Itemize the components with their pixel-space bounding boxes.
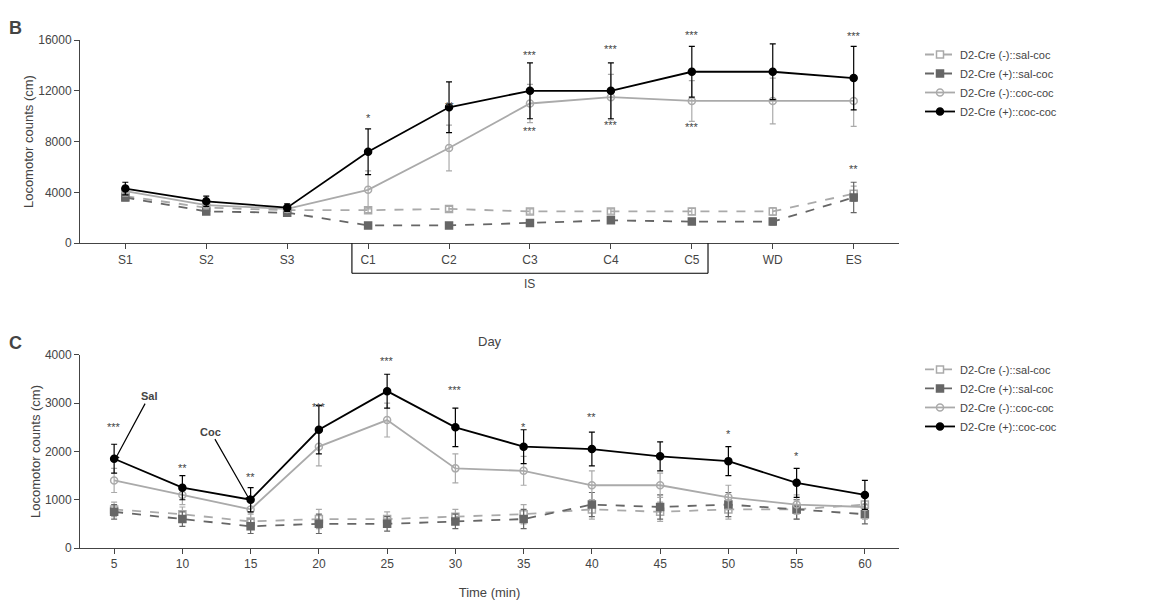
svg-text:*: * (366, 112, 371, 124)
svg-text:D2-Cre (+)::coc-coc: D2-Cre (+)::coc-coc (960, 106, 1057, 118)
svg-text:12000: 12000 (38, 84, 72, 98)
svg-text:**: ** (849, 163, 858, 175)
svg-text:D2-Cre (-)::sal-coc: D2-Cre (-)::sal-coc (960, 364, 1051, 376)
svg-text:***: *** (312, 401, 326, 413)
svg-text:2000: 2000 (45, 445, 72, 459)
svg-text:4000: 4000 (45, 186, 72, 200)
svg-text:***: *** (448, 384, 462, 396)
svg-text:1000: 1000 (45, 493, 72, 507)
svg-text:***: *** (685, 29, 699, 41)
svg-text:***: *** (523, 49, 537, 61)
svg-text:*: * (521, 421, 526, 433)
svg-text:10: 10 (176, 557, 190, 571)
svg-text:45: 45 (653, 557, 667, 571)
svg-text:Locomotor counts (cm): Locomotor counts (cm) (28, 385, 43, 518)
svg-text:*: * (726, 428, 731, 440)
svg-text:**: ** (178, 462, 187, 474)
svg-text:3000: 3000 (45, 396, 72, 410)
svg-text:0: 0 (65, 541, 72, 555)
svg-text:D2-Cre (-)::coc-coc: D2-Cre (-)::coc-coc (960, 402, 1054, 414)
svg-text:5: 5 (111, 557, 118, 571)
svg-text:D2-Cre (+)::coc-coc: D2-Cre (+)::coc-coc (960, 421, 1057, 433)
svg-text:ES: ES (846, 253, 862, 267)
svg-text:Sal: Sal (141, 390, 158, 402)
svg-text:25: 25 (380, 557, 394, 571)
svg-text:S1: S1 (118, 253, 133, 267)
svg-text:C5: C5 (684, 253, 700, 267)
svg-text:C1: C1 (360, 253, 376, 267)
svg-text:Day: Day (478, 334, 502, 349)
svg-text:C2: C2 (441, 253, 457, 267)
svg-text:**: ** (587, 411, 596, 423)
svg-text:40: 40 (585, 557, 599, 571)
svg-text:C3: C3 (522, 253, 538, 267)
svg-text:55: 55 (790, 557, 804, 571)
svg-text:D2-Cre (-)::sal-coc: D2-Cre (-)::sal-coc (960, 49, 1051, 61)
svg-text:15: 15 (244, 557, 258, 571)
svg-text:0: 0 (65, 236, 72, 250)
svg-text:***: *** (107, 421, 121, 433)
svg-text:Locomotor counts (cm): Locomotor counts (cm) (21, 75, 36, 208)
svg-text:***: *** (523, 125, 537, 137)
svg-text:*: * (794, 450, 799, 462)
svg-text:C4: C4 (603, 253, 619, 267)
svg-text:IS: IS (524, 277, 535, 291)
svg-text:Coc: Coc (200, 426, 221, 438)
svg-text:35: 35 (517, 557, 531, 571)
svg-text:8000: 8000 (45, 135, 72, 149)
svg-text:**: ** (246, 471, 255, 483)
svg-text:Time (min): Time (min) (459, 585, 521, 600)
svg-text:***: *** (380, 355, 394, 367)
svg-text:16000: 16000 (38, 33, 72, 47)
svg-text:***: *** (604, 43, 618, 55)
svg-text:D2-Cre (-)::coc-coc: D2-Cre (-)::coc-coc (960, 87, 1054, 99)
svg-text:D2-Cre (+)::sal-coc: D2-Cre (+)::sal-coc (960, 68, 1054, 80)
svg-text:4000: 4000 (45, 348, 72, 362)
svg-text:***: *** (685, 121, 699, 133)
svg-text:***: *** (847, 30, 861, 42)
svg-text:30: 30 (449, 557, 463, 571)
svg-text:20: 20 (312, 557, 326, 571)
svg-text:S2: S2 (199, 253, 214, 267)
svg-text:50: 50 (722, 557, 736, 571)
svg-text:60: 60 (858, 557, 872, 571)
svg-text:D2-Cre (+)::sal-coc: D2-Cre (+)::sal-coc (960, 383, 1054, 395)
svg-text:WD: WD (763, 253, 783, 267)
svg-text:S3: S3 (280, 253, 295, 267)
svg-text:C: C (9, 333, 22, 353)
svg-text:B: B (9, 18, 22, 38)
svg-text:**: ** (445, 100, 454, 112)
svg-text:***: *** (604, 119, 618, 131)
